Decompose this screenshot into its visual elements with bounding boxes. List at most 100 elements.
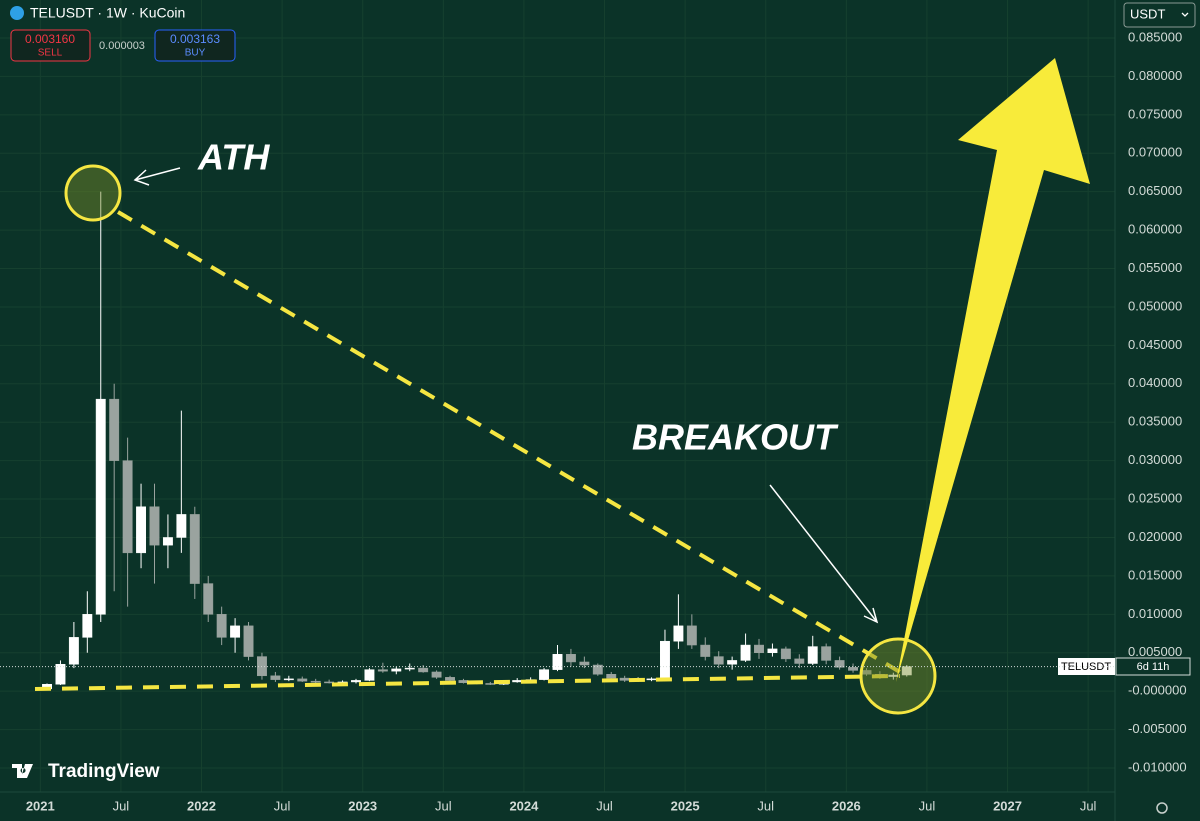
candle-body [767, 648, 778, 653]
y-tick-label: 0.035000 [1128, 414, 1182, 429]
support-line [34, 674, 901, 691]
x-tick-label: Jul [919, 798, 936, 813]
ath-circle [64, 164, 122, 222]
candle-body [754, 644, 764, 653]
candle-body [283, 678, 294, 681]
candle-body [888, 674, 899, 677]
candle-body [458, 680, 469, 683]
y-tick-label: 0.075000 [1128, 106, 1182, 121]
y-tick-label: 0.055000 [1128, 260, 1182, 275]
candle-body [686, 625, 697, 646]
currency-select[interactable] [1123, 2, 1196, 28]
candle-body [324, 681, 335, 684]
candle-body [445, 677, 455, 681]
y-tick-label: 0.030000 [1128, 452, 1182, 467]
candle-body [619, 677, 630, 681]
candle-body [216, 614, 227, 638]
candle-body [579, 661, 590, 666]
y-tick-label: 0.065000 [1128, 183, 1182, 198]
y-tick-label: 0.040000 [1128, 375, 1182, 390]
price-tag-countdown-box [1115, 657, 1191, 676]
candle-body [606, 674, 617, 679]
candle-body [848, 667, 858, 671]
candle-body [404, 667, 415, 670]
candle-body [660, 640, 670, 680]
candle-body [646, 678, 657, 681]
x-tick-label: Jul [596, 798, 613, 813]
candle-body [740, 644, 751, 661]
candle-body [780, 648, 791, 660]
x-tick-label: Jul [757, 798, 774, 813]
x-tick-label: Jul [113, 798, 130, 813]
currency-label: USDT [1130, 6, 1165, 21]
currency-chevron [1181, 12, 1189, 17]
x-tick-label: Jul [1080, 798, 1097, 813]
x-tick-label: 2024 [509, 798, 539, 813]
candle-body [297, 678, 308, 682]
candle-body [95, 398, 106, 615]
sell-caption: SELL [38, 48, 63, 59]
x-tick-label: 2023 [348, 798, 377, 813]
candle-body [176, 514, 187, 538]
candle-body [377, 669, 388, 672]
candle-body [727, 660, 738, 665]
candle-body [807, 646, 818, 664]
candle-body [834, 660, 845, 668]
candle-body [109, 398, 120, 461]
candle-body [391, 668, 402, 672]
candle-body [136, 506, 147, 554]
x-tick-label: Jul [435, 798, 452, 813]
y-tick-label: 0.050000 [1128, 298, 1182, 313]
sell-button[interactable] [10, 29, 91, 62]
buy-price: 0.003163 [170, 32, 220, 46]
price-tag-countdown: 6d 11h [1137, 661, 1170, 673]
candle-body [673, 625, 684, 642]
candles [42, 191, 912, 690]
candle-body [243, 625, 254, 657]
y-tick-label: 0.070000 [1128, 145, 1182, 160]
y-tick-label: 0.010000 [1128, 606, 1182, 621]
candle-body [552, 654, 563, 670]
candle-body [310, 680, 321, 683]
candle-body [565, 654, 576, 663]
candle-body [713, 656, 724, 665]
candle-body [512, 680, 523, 683]
candle-body [68, 637, 79, 665]
y-tick-label: 0.085000 [1128, 29, 1182, 44]
candle-body [230, 625, 241, 638]
candle-body [821, 646, 832, 661]
candle-body [431, 671, 442, 678]
annotation: ATH [197, 137, 270, 178]
trend-line [116, 210, 902, 674]
breakout-pointer [769, 484, 879, 624]
sell-price: 0.003160 [25, 32, 75, 46]
candle-body [794, 658, 805, 664]
annotation: BREAKOUT [632, 417, 839, 458]
candle-body [189, 514, 200, 584]
candle-body [539, 669, 550, 680]
buy-button[interactable] [154, 29, 236, 62]
settings-icon[interactable] [1156, 802, 1168, 814]
y-tick-label: 0.045000 [1128, 337, 1182, 352]
breakout-arrow [896, 58, 1090, 682]
candle-body [122, 460, 133, 554]
x-tick-label: 2022 [187, 798, 216, 813]
y-tick-label: -0.005000 [1128, 721, 1187, 736]
candle-body [364, 669, 375, 681]
candle-body [82, 614, 93, 638]
candle-body [149, 506, 160, 546]
y-tick-label: -0.010000 [1128, 759, 1187, 774]
y-tick-label: 0.060000 [1128, 222, 1182, 237]
symbol-title[interactable]: TELUSDT · 1W · KuCoin [30, 5, 185, 21]
candle-body [55, 664, 66, 685]
y-tick-label: 0.005000 [1128, 644, 1182, 659]
brand: TradingView [48, 761, 160, 782]
brand-logo [12, 764, 33, 778]
candle-body [162, 537, 173, 546]
candle-body [270, 675, 281, 680]
x-tick-label: 2026 [832, 798, 861, 813]
candle-body [485, 683, 496, 685]
candle-body [203, 583, 214, 615]
x-tick-label: Jul [274, 798, 291, 813]
spread: 0.000003 [99, 40, 145, 52]
